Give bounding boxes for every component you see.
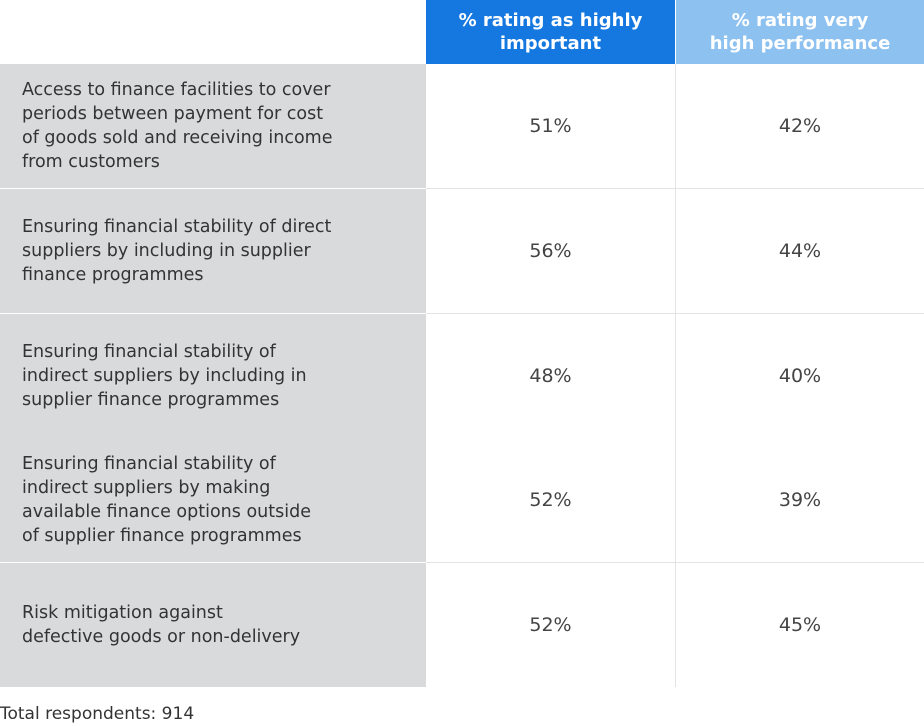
row-value-highly-important: 51% — [426, 64, 676, 188]
row-label: Risk mitigation against defective goods … — [0, 563, 426, 687]
row-label: Ensuring financial stability of direct s… — [0, 189, 426, 313]
table-row: Risk mitigation against defective goods … — [0, 563, 924, 687]
table-header-row: % rating as highly important % rating ve… — [0, 0, 924, 64]
total-respondents-note: Total respondents: 914 — [0, 704, 195, 724]
table-row: Ensuring financial stability of direct s… — [0, 189, 924, 313]
row-value-very-high-performance: 40% — [676, 314, 924, 438]
row-value-highly-important: 48% — [426, 314, 676, 438]
row-value-very-high-performance: 42% — [676, 64, 924, 188]
row-divider-right — [426, 188, 924, 189]
table-row: Access to finance facilities to cover pe… — [0, 64, 924, 188]
results-table: % rating as highly important % rating ve… — [0, 0, 924, 687]
row-value-very-high-performance: 39% — [676, 438, 924, 562]
row-value-very-high-performance: 45% — [676, 563, 924, 687]
row-value-very-high-performance: 44% — [676, 189, 924, 313]
row-label: Ensuring financial stability of indirect… — [0, 438, 426, 562]
row-divider-right — [426, 313, 924, 314]
header-blank-cell — [0, 0, 426, 64]
row-value-highly-important: 56% — [426, 189, 676, 313]
row-label: Ensuring financial stability of indirect… — [0, 314, 426, 438]
table-row: Ensuring financial stability of indirect… — [0, 438, 924, 562]
row-value-highly-important: 52% — [426, 438, 676, 562]
row-value-highly-important: 52% — [426, 563, 676, 687]
header-highly-important: % rating as highly important — [426, 0, 675, 64]
row-divider-right — [426, 562, 924, 563]
header-very-high-performance: % rating very high performance — [676, 0, 924, 64]
table-row: Ensuring financial stability of indirect… — [0, 314, 924, 438]
row-label: Access to finance facilities to cover pe… — [0, 64, 426, 188]
